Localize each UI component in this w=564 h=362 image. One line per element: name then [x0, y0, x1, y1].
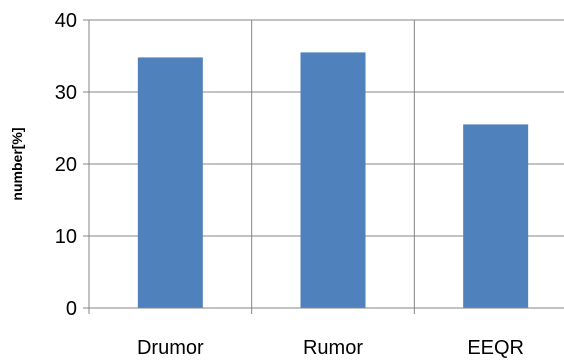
- bar-eeqr: [463, 124, 529, 309]
- y-tick-label: 30: [55, 82, 77, 104]
- x-tick-labels: Drumor Rumor EEQR: [137, 337, 524, 359]
- bar-drumor: [137, 57, 203, 308]
- x-tick-label-drumor: Drumor: [137, 337, 204, 359]
- y-tick-label: 20: [55, 154, 77, 176]
- y-axis-title: number[%]: [9, 127, 25, 200]
- x-tick-label-eeqr: EEQR: [467, 337, 524, 359]
- bars: [137, 52, 529, 309]
- y-tick-labels: 0 10 20 30 40: [55, 10, 77, 320]
- x-tick-label-rumor: Rumor: [303, 337, 363, 359]
- y-tick-label: 0: [66, 298, 77, 320]
- axes: [83, 19, 564, 314]
- bar-rumor: [300, 52, 366, 309]
- y-tick-label: 10: [55, 226, 77, 248]
- y-tick-label: 40: [55, 10, 77, 32]
